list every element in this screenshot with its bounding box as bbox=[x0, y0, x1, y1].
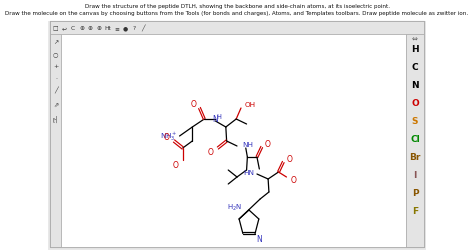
Text: Cl: Cl bbox=[410, 135, 420, 144]
Text: N: N bbox=[411, 81, 419, 90]
Bar bbox=[406, 35, 424, 247]
Text: $\mathregular{NH_3^+}$: $\mathregular{NH_3^+}$ bbox=[160, 130, 178, 142]
Bar bbox=[48, 0, 426, 22]
Text: Draw the molecule on the canvas by choosing buttons from the Tools (for bonds an: Draw the molecule on the canvas by choos… bbox=[5, 11, 469, 16]
Text: HN: HN bbox=[243, 169, 254, 175]
Text: C: C bbox=[71, 26, 75, 31]
Text: O: O bbox=[208, 148, 214, 157]
Text: N: N bbox=[256, 234, 263, 243]
Text: NH: NH bbox=[243, 142, 254, 148]
Bar bbox=[62, 35, 406, 247]
Text: ⇔: ⇔ bbox=[412, 37, 418, 43]
Text: ⇗: ⇗ bbox=[53, 102, 58, 107]
Text: O: O bbox=[286, 155, 292, 164]
Text: Draw the structure of the peptide DTLH, showing the backbone and side-chain atom: Draw the structure of the peptide DTLH, … bbox=[84, 4, 390, 9]
Text: H: H bbox=[216, 114, 221, 119]
Text: ╱: ╱ bbox=[141, 25, 145, 32]
Text: N: N bbox=[212, 115, 218, 124]
Text: Br: Br bbox=[409, 153, 420, 162]
Text: O: O bbox=[291, 176, 296, 185]
Bar bbox=[50, 35, 62, 247]
Text: O: O bbox=[411, 99, 419, 108]
Text: O: O bbox=[191, 100, 196, 109]
Text: $\mathregular{H_2N}$: $\mathregular{H_2N}$ bbox=[228, 202, 243, 212]
FancyBboxPatch shape bbox=[50, 22, 424, 247]
Text: ↗: ↗ bbox=[53, 40, 58, 45]
Text: ?: ? bbox=[133, 26, 136, 31]
Text: F: F bbox=[412, 207, 418, 216]
Text: P: P bbox=[411, 189, 418, 198]
Text: ⊕: ⊕ bbox=[97, 26, 101, 31]
Text: +: + bbox=[53, 64, 58, 69]
Text: O: O bbox=[265, 140, 271, 149]
Bar bbox=[50, 22, 424, 35]
Text: C: C bbox=[411, 63, 418, 72]
Text: ↩: ↩ bbox=[62, 26, 66, 31]
Text: ○: ○ bbox=[53, 52, 59, 57]
Text: ╱: ╱ bbox=[54, 87, 58, 94]
Text: ⊕: ⊕ bbox=[88, 26, 92, 31]
Text: □: □ bbox=[52, 26, 58, 31]
Text: [┤: [┤ bbox=[53, 115, 59, 122]
Text: S: S bbox=[412, 117, 418, 126]
Text: O: O bbox=[173, 161, 179, 170]
Text: O: O bbox=[164, 133, 170, 142]
Text: ⊕: ⊕ bbox=[79, 26, 84, 31]
Text: H: H bbox=[411, 45, 419, 54]
Text: ·: · bbox=[55, 76, 57, 81]
Text: I: I bbox=[413, 171, 417, 180]
Text: ●: ● bbox=[123, 26, 128, 31]
Text: OH: OH bbox=[244, 102, 255, 107]
Text: ≡: ≡ bbox=[114, 26, 119, 31]
Text: Ht: Ht bbox=[104, 26, 111, 31]
